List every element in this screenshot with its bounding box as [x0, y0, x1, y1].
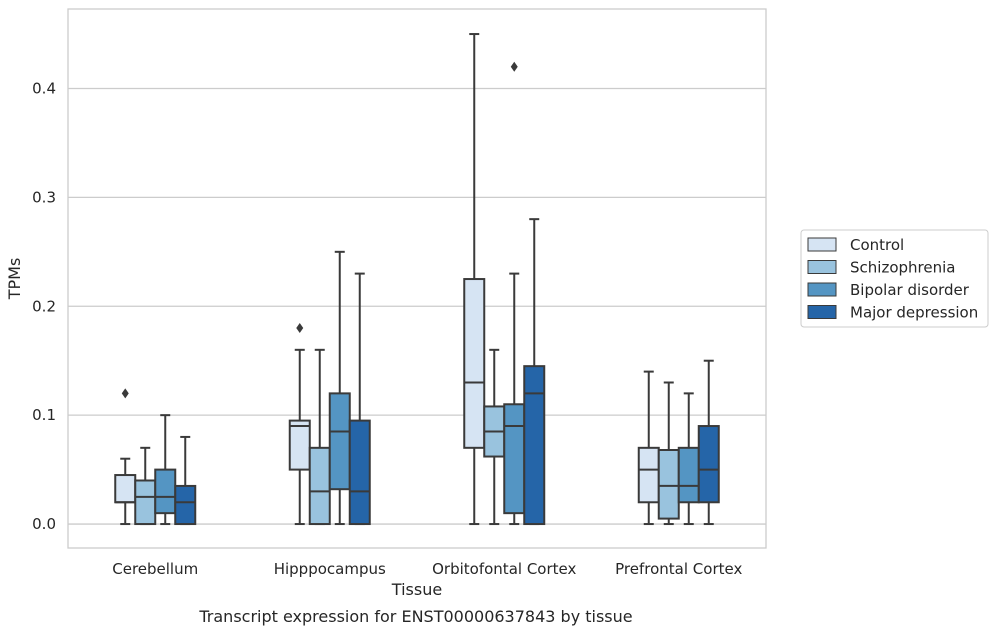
- outlier-marker: [121, 388, 129, 399]
- box-schizophrenia: [657, 381, 680, 526]
- box-body: [134, 479, 157, 526]
- box-control: [463, 33, 486, 526]
- y-axis-ticks: 0.0 0.1 0.2 0.3 0.4: [32, 79, 56, 533]
- box-body: [114, 474, 137, 504]
- outlier-marker: [510, 61, 518, 72]
- legend-items: Control Schizophrenia Bipolar disorder Majo…: [807, 236, 978, 322]
- box-schizophrenia: [134, 446, 157, 526]
- box-body: [523, 365, 546, 526]
- legend-label: Major depression: [850, 304, 978, 322]
- box-body: [154, 468, 177, 515]
- box-schizophrenia: [308, 348, 331, 526]
- boxes: [114, 33, 720, 526]
- legend-frame: [800, 229, 989, 328]
- legend-item: Major depression: [807, 304, 978, 322]
- x-axis-ticks: Cerebellum Hipppocampus Orbitofontal Corte…: [112, 560, 742, 578]
- box-bipolar-disorder: [328, 250, 351, 526]
- box-body: [348, 419, 371, 526]
- legend-swatch: [807, 282, 837, 297]
- x-tick-label: Hipppocampus: [274, 560, 386, 578]
- legend: Control Schizophrenia Bipolar disorder Majo…: [800, 229, 989, 328]
- x-tick-label: Prefrontal Cortex: [615, 560, 742, 578]
- box-body: [288, 419, 311, 471]
- box-body: [637, 446, 660, 504]
- y-tick-label: 0.0: [32, 515, 56, 533]
- box-major-depression: [348, 272, 371, 526]
- legend-item: Schizophrenia: [807, 259, 955, 277]
- box-bipolar-disorder: [677, 392, 700, 526]
- legend-item: Bipolar disorder: [807, 281, 970, 299]
- box-body: [463, 278, 486, 449]
- x-axis-title: Tissue: [391, 580, 442, 599]
- y-tick-label: 0.2: [32, 297, 56, 315]
- box-body: [677, 446, 700, 504]
- x-tick-label: Orbitofontal Cortex: [432, 560, 576, 578]
- legend-swatch: [807, 305, 837, 319]
- plot-area-frame: [67, 8, 767, 549]
- x-tick-label: Cerebellum: [112, 560, 198, 578]
- box-bipolar-disorder: [503, 61, 526, 526]
- outlier-marker: [296, 323, 304, 334]
- box-major-depression: [697, 359, 720, 526]
- y-axis-title: TPMs: [5, 258, 24, 301]
- legend-label: Bipolar disorder: [850, 281, 970, 299]
- box-major-depression: [174, 435, 197, 526]
- box-schizophrenia: [483, 348, 506, 526]
- box-control: [637, 370, 660, 526]
- box-control: [114, 388, 137, 526]
- chart-caption: Transcript expression for ENST0000063784…: [198, 607, 632, 626]
- box-body: [697, 425, 720, 504]
- box-body: [174, 484, 197, 526]
- box-body: [328, 392, 351, 491]
- box-major-depression: [523, 218, 546, 526]
- y-tick-label: 0.3: [32, 188, 56, 206]
- legend-swatch: [807, 237, 837, 252]
- box-body: [503, 403, 526, 515]
- box-body: [657, 449, 680, 520]
- legend-swatch: [807, 260, 837, 274]
- legend-label: Control: [850, 236, 904, 254]
- y-tick-label: 0.1: [32, 406, 56, 424]
- box-control: [288, 323, 311, 526]
- legend-label: Schizophrenia: [850, 259, 955, 277]
- legend-item: Control: [807, 236, 904, 254]
- box-bipolar-disorder: [154, 414, 177, 526]
- box-body: [308, 446, 331, 526]
- y-tick-label: 0.4: [32, 79, 56, 97]
